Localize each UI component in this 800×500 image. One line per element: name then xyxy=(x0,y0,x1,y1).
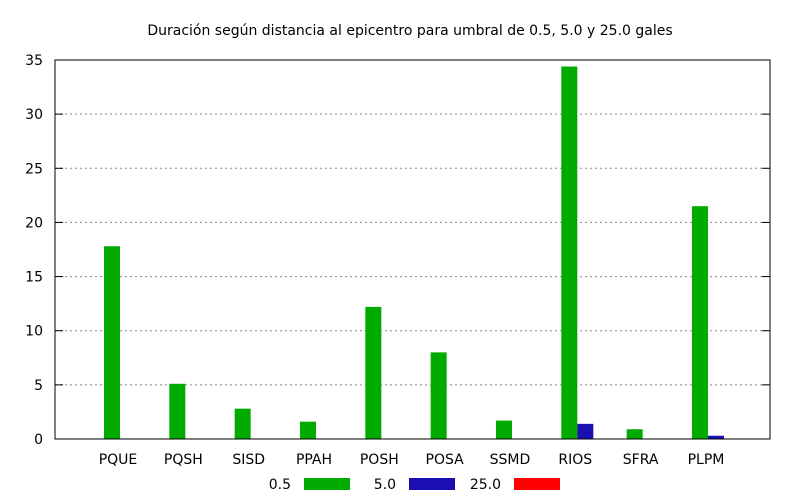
x-tick-label: SFRA xyxy=(623,452,659,468)
x-tick-label: PQUE xyxy=(99,452,138,468)
x-tick-label: POSH xyxy=(360,452,399,468)
x-tick-label: POSA xyxy=(426,452,465,468)
bars xyxy=(104,66,724,440)
legend: 0.5 5.0 25.0 xyxy=(269,477,560,493)
x-tick-label: PQSH xyxy=(164,452,203,468)
y-tick-label: 20 xyxy=(25,215,43,231)
y-tick-label: 15 xyxy=(25,270,43,286)
y-tick-label: 25 xyxy=(25,161,43,177)
bar-pqsh-0-5 xyxy=(169,383,186,439)
bar-sfra-0-5 xyxy=(626,429,643,439)
bar-pque-0-5 xyxy=(104,246,120,439)
x-tick-label: SSMD xyxy=(490,452,531,468)
y-tick-label: 0 xyxy=(34,432,43,448)
x-tick-label: PPAH xyxy=(296,452,332,468)
chart-title: Duración según distancia al epicentro pa… xyxy=(147,23,672,39)
y-tick-label: 5 xyxy=(34,378,43,394)
bar-sisd-0-5 xyxy=(234,408,251,439)
x-axis: PQUE PQSH SISD PPAH POSH POSA SSMD RIOS SFRA PLPM xyxy=(99,452,725,468)
x-tick-label: RIOS xyxy=(558,452,592,468)
plot-frame xyxy=(54,59,771,440)
legend-label: 0.5 xyxy=(269,477,291,493)
y-tick-label: 30 xyxy=(25,107,43,123)
bar-plpm-5-0 xyxy=(707,435,724,439)
bar-plpm-0-5 xyxy=(691,206,708,439)
legend-label: 25.0 xyxy=(470,477,501,493)
legend-swatch xyxy=(304,478,350,490)
bar-posh-0-5 xyxy=(365,306,382,439)
bar-ppah-0-5 xyxy=(299,421,316,439)
legend-label: 5.0 xyxy=(374,477,396,493)
bar-ssmd-0-5 xyxy=(495,420,512,439)
x-tick-label: SISD xyxy=(232,452,265,468)
y-tick-label: 10 xyxy=(25,324,43,340)
legend-swatch xyxy=(514,478,560,490)
legend-swatch xyxy=(409,478,455,490)
x-tick-label: PLPM xyxy=(688,452,725,468)
bar-rios-0-5 xyxy=(561,66,578,440)
bar-rios-5-0 xyxy=(577,423,594,439)
bar-posa-0-5 xyxy=(430,352,447,439)
y-tick-label: 35 xyxy=(25,53,43,69)
grid-lines xyxy=(55,113,770,386)
y-axis: 0 5 10 15 20 25 30 35 xyxy=(25,53,770,448)
